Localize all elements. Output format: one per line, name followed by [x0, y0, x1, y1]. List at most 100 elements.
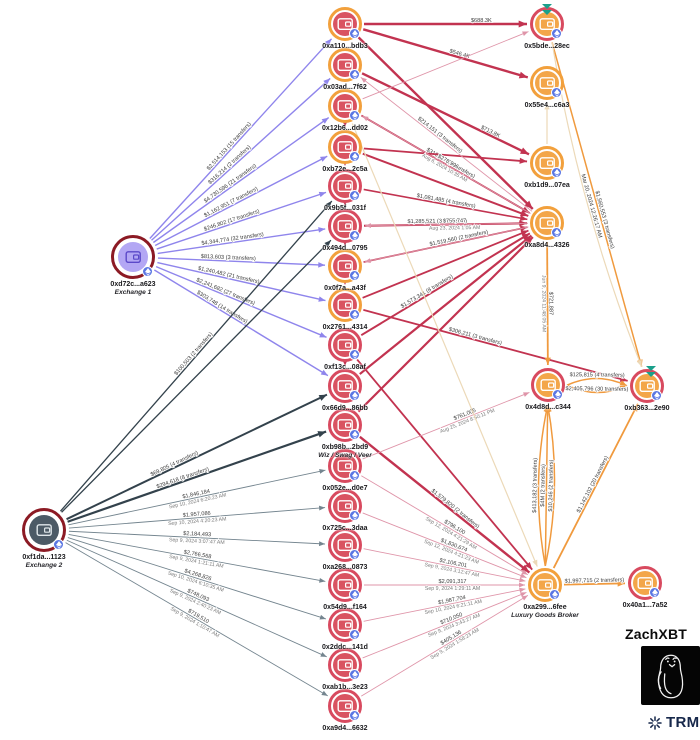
edge-label: $721,887	[547, 292, 553, 315]
graph-edge[interactable]	[351, 123, 538, 567]
wallet-node-body	[535, 211, 559, 235]
zachxbt-label: ZachXBT	[624, 626, 688, 642]
graph-edge[interactable]: $813,603 (3 transfers)	[157, 253, 326, 268]
graph-edge[interactable]	[357, 236, 534, 413]
edge-label: $755,747	[443, 218, 466, 224]
graph-node-0x54d9f1[interactable]	[328, 568, 362, 602]
edge-label: $125,815 (4 transfers)	[570, 372, 625, 379]
graph-node-0x052ed0[interactable]	[328, 449, 362, 483]
graph-node-0xa9d466[interactable]	[328, 689, 362, 723]
graph-node-0xf13c08[interactable]	[328, 328, 362, 362]
graph-edge[interactable]: $1,142,102 (20 transfers)	[552, 403, 639, 569]
wallet-icon	[337, 339, 353, 351]
graph-node-0x66d986[interactable]	[328, 369, 362, 403]
graph-node-0xb3632e[interactable]	[630, 369, 664, 403]
graph-edge[interactable]: $688.3K	[364, 17, 527, 28]
graph-node-0xa8d443[interactable]	[530, 206, 564, 240]
trm-logo: TRM	[648, 714, 699, 731]
graph-node-0xd72ca6[interactable]	[111, 235, 155, 279]
wallet-icon	[337, 260, 353, 272]
wallet-node-body	[535, 12, 559, 36]
graph-edge[interactable]: $10,246 (2 transfers)	[544, 404, 556, 567]
graph-edge[interactable]: $294,618 (8 transfers)	[67, 430, 327, 523]
graph-node-0x494d07[interactable]	[328, 209, 362, 243]
graph-node-0x55e4c6[interactable]	[530, 66, 564, 100]
edge-label: $1,519,560 (2 transfers)	[429, 229, 489, 247]
graph-edge[interactable]	[362, 152, 529, 217]
ethereum-chain-badge	[552, 389, 563, 400]
graph-edge[interactable]	[544, 103, 550, 144]
graph-edge[interactable]: $1,081,485 (4 transfers)	[363, 188, 528, 221]
edge-label: $1,997,715 (2 transfers)	[565, 577, 625, 584]
graph-node-0xf1da11[interactable]	[22, 508, 66, 552]
ethereum-chain-badge	[349, 270, 360, 281]
wallet-icon	[539, 18, 555, 30]
wallet-icon	[337, 700, 353, 712]
graph-node-0x03ad7f[interactable]	[328, 48, 362, 82]
wallet-icon	[337, 619, 353, 631]
edge-label: $688.3K	[471, 18, 492, 24]
graph-edge[interactable]: $1,997,715 (2 transfers)	[564, 577, 625, 587]
edge-label: $2,184,493	[183, 531, 211, 538]
graph-node-0x0f7aa4[interactable]	[328, 249, 362, 283]
ethereum-chain-badge	[53, 539, 64, 550]
graph-node-0x276143[interactable]	[328, 288, 362, 322]
graph-node-0xa26808[interactable]	[328, 528, 362, 562]
selection-chevron-icon	[646, 365, 656, 383]
ethereum-chain-badge	[551, 28, 562, 39]
wallet-icon	[539, 157, 555, 169]
graph-edge[interactable]: $2,405,796 (30 transfers)	[565, 384, 629, 394]
edge-sublabel: Aug 23, 2024 1:05 AM	[429, 225, 480, 232]
graph-edge[interactable]: $125,815 (4 transfers)	[566, 371, 628, 387]
graph-node-0x2ddc14[interactable]	[328, 608, 362, 642]
wallet-icon	[337, 141, 353, 153]
graph-node-0x12b6dd[interactable]	[328, 89, 362, 123]
graph-edge[interactable]: $303,748 (14 transfers)	[153, 269, 329, 377]
graph-node-0xb98b2b[interactable]	[328, 408, 362, 442]
graph-edge[interactable]	[362, 31, 529, 100]
graph-node-0xb1d907[interactable]	[530, 146, 564, 180]
graph-edge[interactable]: $1,573,341 (8 transfers)	[360, 232, 531, 337]
graph-node-0xa110bd[interactable]	[328, 7, 362, 41]
graph-node-0xa2996f[interactable]	[528, 568, 562, 602]
ethereum-chain-badge	[551, 227, 562, 238]
graph-node-0x40a17a[interactable]	[628, 566, 662, 600]
ethereum-chain-badge	[349, 589, 360, 600]
graph-edge[interactable]	[356, 359, 533, 571]
wallet-icon	[637, 577, 653, 589]
edge-label: $1,957,086	[183, 511, 211, 519]
ethereum-chain-badge	[349, 349, 360, 360]
edge-label: $1,142,102 (20 transfers)	[576, 455, 610, 514]
graph-node-0x725c3d[interactable]	[328, 489, 362, 523]
ethereum-chain-badge	[349, 230, 360, 241]
graph-edge[interactable]	[357, 36, 534, 210]
graph-edge[interactable]	[359, 234, 533, 375]
graph-edge[interactable]	[61, 239, 332, 513]
graph-edge[interactable]: $306,211 (3 transfers)	[363, 309, 628, 382]
ethereum-chain-badge	[349, 69, 360, 80]
graph-edge[interactable]: $2,514,153 (15 transfers)	[149, 38, 333, 239]
graph-node-0xab1b3e[interactable]	[328, 648, 362, 682]
ethereum-chain-badge	[349, 710, 360, 721]
graph-edge[interactable]: $546.4K	[362, 28, 529, 79]
ethereum-chain-badge	[651, 390, 662, 401]
ethereum-chain-badge	[349, 669, 360, 680]
edge-sublabel: Sep 9, 2024 3:07:47 AM	[169, 537, 225, 546]
ethereum-chain-badge	[349, 390, 360, 401]
edge-label: $306,211 (3 transfers)	[448, 327, 502, 347]
graph-edge[interactable]: $1,560,553 (3 transfers)	[551, 42, 643, 367]
graph-node-0xb72e2c[interactable]	[328, 130, 362, 164]
graph-edge[interactable]	[363, 147, 528, 164]
graph-node-0x4d8dc3[interactable]	[531, 368, 565, 402]
graph-node-0x9b5f03[interactable]	[328, 169, 362, 203]
edge-label: $2,405,796 (30 transfers)	[566, 386, 629, 393]
